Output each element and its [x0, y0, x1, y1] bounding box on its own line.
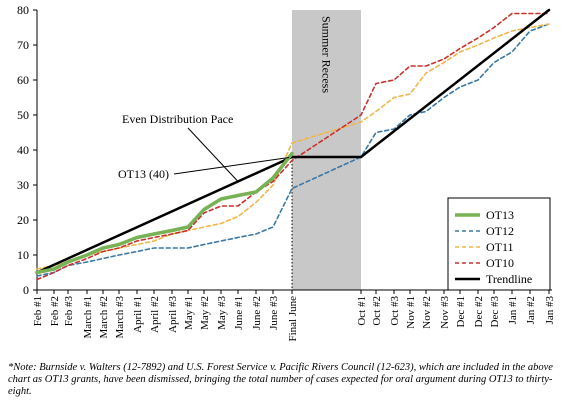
legend-label: OT12	[486, 224, 514, 238]
annotation-label: OT13 (40)	[118, 167, 169, 181]
y-tick-label: 50	[17, 108, 29, 122]
footnote: *Note: Burnside v. Walters (12-7892) and…	[8, 362, 553, 397]
legend-label: OT11	[486, 240, 514, 254]
x-tick-label: Dec #3	[489, 296, 501, 328]
x-tick-label: May #2	[199, 296, 211, 330]
y-tick-label: 10	[17, 248, 29, 262]
x-tick-label: Nov #3	[439, 296, 451, 329]
x-tick-label: June #3	[268, 296, 280, 330]
y-tick-label: 70	[17, 38, 29, 52]
y-tick-label: 0	[23, 283, 29, 297]
x-tick-label: June #1	[233, 296, 245, 330]
x-tick-label: June #2	[251, 296, 263, 330]
annotation-pointer	[173, 157, 290, 175]
x-tick-label: March #3	[114, 296, 126, 339]
x-tick-label: Jan #1	[507, 296, 519, 324]
x-tick-label: Feb #1	[32, 296, 44, 326]
x-tick-label: April #1	[132, 296, 144, 333]
legend-label: OT13	[486, 208, 514, 222]
x-tick-label: Nov #2	[421, 296, 433, 329]
legend: OT13 OT12 OT11 OT10 Trendline	[447, 197, 551, 291]
x-tick-label: Dec #2	[473, 296, 485, 327]
annotation-label: Even Distribution Pace	[122, 112, 233, 126]
series-line-ot13	[35, 151, 294, 275]
x-tick-label: April #2	[149, 296, 161, 333]
legend-label: Trendline	[486, 272, 532, 286]
annotations: Even Distribution Pace OT13 (40)	[118, 112, 290, 182]
x-tick-label: March #1	[82, 296, 94, 338]
x-tick-label: Oct #2	[371, 296, 383, 326]
y-tick-label: 60	[17, 73, 29, 87]
x-tick-label: Oct #1	[356, 296, 368, 326]
annotation-pointer	[187, 127, 239, 182]
y-tick-label: 80	[17, 3, 29, 17]
line-chart: Summer Recess 0 10 20 30 40 50 60 70 80 Feb #1 Feb…	[17, 3, 556, 342]
recess-region: Summer Recess	[291, 10, 361, 290]
x-tick-label: Feb #3	[63, 296, 75, 327]
recess-shade	[292, 10, 361, 290]
legend-label: OT10	[486, 256, 514, 270]
x-tick-label: May #1	[183, 296, 195, 330]
x-tick-label: Feb #2	[49, 296, 61, 326]
series-line-trendline	[35, 8, 551, 274]
series-line-ot12	[36, 23, 550, 277]
x-tick-label: Dec #1	[455, 296, 467, 327]
y-tick-label: 40	[17, 143, 29, 157]
y-tick-label: 20	[17, 213, 29, 227]
x-tick-label: Nov #1	[405, 296, 417, 329]
y-tick-label: 30	[17, 178, 29, 192]
x-tick-label: Oct #3	[389, 296, 401, 326]
x-tick-label: Final June	[287, 296, 299, 342]
recess-label: Summer Recess	[320, 16, 334, 93]
series-lines	[35, 8, 551, 281]
x-tick-label: April #3	[167, 296, 179, 333]
x-tick-label: Jan #3	[544, 296, 556, 325]
axes: 0 10 20 30 40 50 60 70 80 Feb #1 Feb #2 Feb #3 March…	[17, 3, 556, 342]
x-tick-label: May #3	[216, 296, 228, 330]
x-tick-label: March #2	[98, 296, 110, 338]
x-tick-label: Jan #2	[525, 296, 537, 324]
